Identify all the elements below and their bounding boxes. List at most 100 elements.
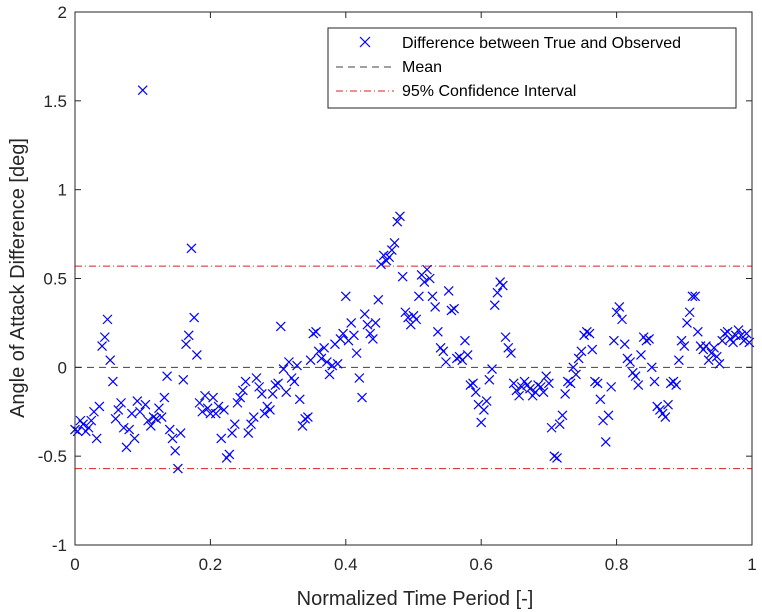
data-point bbox=[219, 405, 229, 415]
data-point bbox=[194, 397, 205, 408]
legend-label-points: Difference between True and Observed bbox=[402, 35, 681, 52]
data-point bbox=[535, 381, 546, 392]
data-point bbox=[543, 378, 554, 389]
data-point bbox=[608, 335, 619, 346]
data-point bbox=[484, 374, 495, 385]
data-point bbox=[432, 326, 443, 337]
data-point bbox=[267, 389, 278, 399]
data-point bbox=[584, 328, 595, 339]
data-point bbox=[202, 403, 213, 414]
data-point bbox=[224, 449, 235, 460]
data-point bbox=[275, 321, 286, 332]
data-point bbox=[197, 406, 208, 417]
data-point bbox=[378, 250, 389, 261]
data-point bbox=[706, 348, 717, 359]
data-point bbox=[562, 376, 573, 387]
data-point bbox=[533, 380, 543, 391]
data-point bbox=[308, 328, 319, 339]
data-point bbox=[549, 451, 560, 462]
data-point bbox=[438, 346, 449, 357]
data-point bbox=[102, 314, 113, 325]
data-point bbox=[460, 335, 470, 346]
data-point bbox=[248, 412, 259, 423]
data-point bbox=[373, 294, 384, 305]
data-point bbox=[178, 374, 189, 385]
data-point bbox=[86, 415, 97, 426]
data-point bbox=[538, 387, 549, 398]
data-point bbox=[200, 390, 210, 401]
data-point bbox=[682, 317, 692, 328]
data-point bbox=[738, 335, 749, 346]
data-point bbox=[338, 328, 349, 339]
data-point bbox=[630, 371, 641, 382]
data-points bbox=[70, 85, 755, 474]
data-point bbox=[552, 453, 562, 463]
data-point bbox=[560, 389, 571, 399]
data-point bbox=[278, 364, 289, 375]
data-point bbox=[717, 335, 728, 346]
y-tick-label: 0.5 bbox=[43, 270, 67, 289]
data-point bbox=[506, 348, 516, 359]
data-point bbox=[660, 412, 671, 423]
data-point bbox=[568, 362, 579, 373]
legend-label-ci: 95% Confidence Interval bbox=[402, 83, 576, 100]
data-point bbox=[327, 360, 338, 371]
x-tick-label: 1 bbox=[747, 555, 756, 574]
data-point bbox=[251, 373, 262, 383]
x-tick-label: 0.4 bbox=[334, 555, 358, 574]
y-tick-label: -1 bbox=[52, 536, 67, 555]
y-tick-label: 0 bbox=[58, 358, 67, 377]
data-point bbox=[154, 403, 164, 414]
data-point bbox=[400, 307, 411, 318]
data-point bbox=[145, 421, 156, 431]
y-tick-label: 2 bbox=[58, 3, 67, 22]
data-point bbox=[441, 357, 451, 367]
data-point bbox=[701, 341, 711, 351]
data-point bbox=[351, 348, 362, 359]
data-point bbox=[118, 422, 129, 433]
data-point bbox=[140, 399, 151, 410]
data-point bbox=[294, 394, 305, 405]
data-point bbox=[687, 291, 698, 302]
data-point bbox=[148, 412, 159, 423]
data-point bbox=[644, 333, 655, 344]
data-point bbox=[395, 211, 405, 222]
data-point bbox=[181, 339, 191, 350]
data-point bbox=[270, 380, 281, 391]
data-point bbox=[300, 413, 311, 424]
data-point bbox=[557, 410, 568, 421]
data-point bbox=[376, 259, 386, 270]
data-point bbox=[237, 385, 248, 396]
data-point bbox=[348, 330, 359, 341]
data-point bbox=[606, 381, 617, 392]
legend: Difference between True and Observed Mea… bbox=[327, 27, 737, 109]
data-point bbox=[116, 397, 126, 408]
data-point bbox=[302, 412, 313, 423]
data-point bbox=[649, 376, 660, 387]
data-point bbox=[126, 408, 137, 419]
tick-labels: 0 0.2 0.4 0.6 0.8 1 -1 -0.5 0 0.5 1 1.5 2 bbox=[38, 3, 757, 574]
data-point bbox=[614, 302, 625, 312]
data-point bbox=[273, 378, 284, 389]
data-point bbox=[121, 442, 132, 453]
data-point bbox=[703, 355, 714, 366]
data-point bbox=[636, 349, 646, 360]
legend-box bbox=[327, 27, 737, 109]
data-point bbox=[711, 351, 722, 362]
data-point bbox=[465, 380, 476, 391]
data-point bbox=[592, 378, 603, 389]
data-point bbox=[424, 273, 435, 284]
data-point bbox=[576, 346, 587, 357]
data-point bbox=[633, 380, 644, 391]
data-point bbox=[422, 264, 432, 275]
data-point bbox=[135, 406, 145, 417]
data-point bbox=[403, 312, 414, 323]
data-point bbox=[641, 335, 652, 346]
data-point bbox=[492, 287, 503, 298]
data-point bbox=[105, 355, 116, 366]
data-point bbox=[292, 360, 302, 371]
data-point bbox=[183, 330, 194, 341]
data-point bbox=[595, 394, 606, 405]
data-point bbox=[316, 353, 327, 364]
data-point bbox=[736, 330, 747, 341]
